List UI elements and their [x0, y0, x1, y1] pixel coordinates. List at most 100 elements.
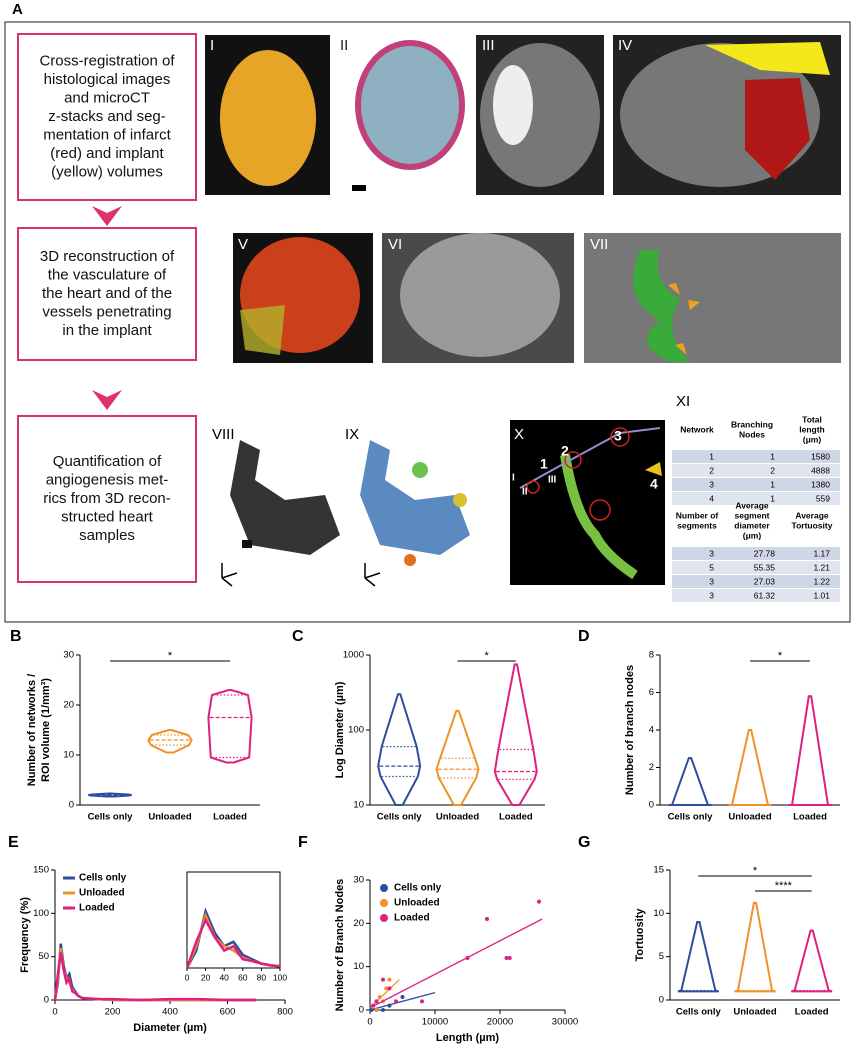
table-row [672, 589, 840, 602]
y-tick-label: 6 [649, 687, 654, 698]
y-tick-label: 10 [653, 908, 664, 919]
table-header: Average [795, 510, 829, 520]
arrow [92, 390, 122, 410]
y-tick-label: 0 [659, 995, 664, 1006]
x-tick-label: Loaded [795, 1007, 829, 1018]
x-tick-label: 10000 [422, 1017, 448, 1028]
table-header: Network [680, 424, 714, 434]
point [537, 899, 541, 904]
panel-label: C [292, 628, 304, 645]
y-axis-label: Number of branch nodes [624, 665, 636, 795]
table-cell: 1 [709, 451, 714, 461]
table-cell: 1.01 [813, 590, 830, 600]
x-tick-label: 400 [162, 1007, 178, 1018]
image-label: X [514, 426, 524, 443]
image-viii [230, 440, 340, 555]
y-tick-label: 0 [69, 800, 74, 811]
legend-label: Loaded [79, 903, 115, 914]
violin [493, 663, 538, 806]
point [400, 995, 405, 999]
table-cell: 2 [770, 465, 775, 475]
table-header: Number of [676, 510, 719, 520]
x-annotation: 2 [561, 443, 569, 459]
point [420, 999, 424, 1004]
step-text: (red) and implant [50, 145, 164, 162]
panel-label: B [10, 628, 22, 645]
step-text: the vasculature of [48, 266, 167, 283]
table-cell: 1380 [811, 479, 830, 489]
legend-label: Cells only [394, 883, 442, 894]
step-text: mentation of infarct [43, 126, 171, 143]
y-tick-label: 50 [38, 951, 49, 962]
table-cell: 1580 [811, 451, 830, 461]
violin [207, 689, 253, 764]
x-axis-label: Length (µm) [436, 1032, 499, 1044]
x-tick-label: Cells only [676, 1007, 722, 1018]
table-header: Total [802, 414, 822, 424]
step-text: vessels penetrating [42, 303, 171, 320]
x-tick-label: Loaded [793, 812, 827, 823]
point [387, 977, 392, 982]
point [387, 986, 392, 991]
x-tick-label: 600 [220, 1007, 236, 1018]
inset-frame [186, 871, 281, 969]
inset-line [187, 917, 280, 968]
table-cell: 1.17 [813, 548, 830, 558]
inset-x-tick-label: 20 [201, 972, 211, 982]
image [510, 420, 665, 585]
table-header: Tortuosity [792, 520, 833, 530]
violin [677, 921, 719, 993]
table-header: length [799, 424, 825, 434]
inset-plot [187, 907, 280, 968]
fit-line [369, 992, 436, 1011]
image-label: VIII [212, 426, 235, 443]
step-text: angiogenesis met- [46, 471, 169, 488]
y-axis-label: Number of networks / [26, 674, 38, 786]
inset-x-tick-label: 0 [185, 972, 190, 982]
violin [377, 693, 422, 806]
step-box [17, 227, 197, 361]
x-tick-label: 20000 [487, 1017, 513, 1028]
table-cell: 61.32 [754, 590, 776, 600]
violin [734, 901, 776, 993]
axes-icons [221, 563, 381, 587]
table-label: XI [676, 393, 690, 410]
table-header: (μm) [803, 434, 822, 444]
image-label: I [210, 37, 214, 54]
table-row [672, 547, 840, 560]
table-row [672, 575, 840, 588]
legend-marker [380, 899, 388, 907]
point [507, 956, 512, 960]
legend-label: Unloaded [79, 888, 125, 899]
table-row [672, 561, 840, 574]
table-cell: 4 [709, 493, 714, 503]
point [485, 917, 489, 921]
significance-label: * [168, 650, 173, 662]
table-cell: 27.03 [754, 576, 776, 586]
x-tick-label: 30000 [552, 1017, 578, 1028]
image-label: III [482, 37, 495, 54]
x-tick-label: Unloaded [436, 812, 479, 823]
table-header: (μm) [743, 530, 762, 540]
legend-label: Unloaded [394, 898, 440, 909]
step-text: 3D reconstruction of [40, 248, 175, 265]
y-tick-label: 150 [33, 865, 49, 876]
x-tick-label: 200 [105, 1007, 121, 1018]
point [374, 1008, 379, 1012]
table-cell: 559 [816, 493, 830, 503]
significance-label: * [485, 650, 490, 662]
x-annotation: III [548, 475, 557, 486]
x-tick-label: Loaded [213, 812, 247, 823]
y-tick-label: 100 [33, 908, 49, 919]
table-header: Branching [731, 419, 773, 429]
x-annotation: 1 [540, 456, 548, 472]
x-tick-label: 0 [367, 1017, 372, 1028]
step-box [17, 33, 197, 201]
step-text: (yellow) volumes [51, 163, 163, 180]
y-tick-label: 10 [63, 750, 74, 761]
step-text: and microCT [64, 89, 150, 106]
legend-marker [380, 914, 388, 922]
y-tick-label: 4 [649, 725, 654, 736]
